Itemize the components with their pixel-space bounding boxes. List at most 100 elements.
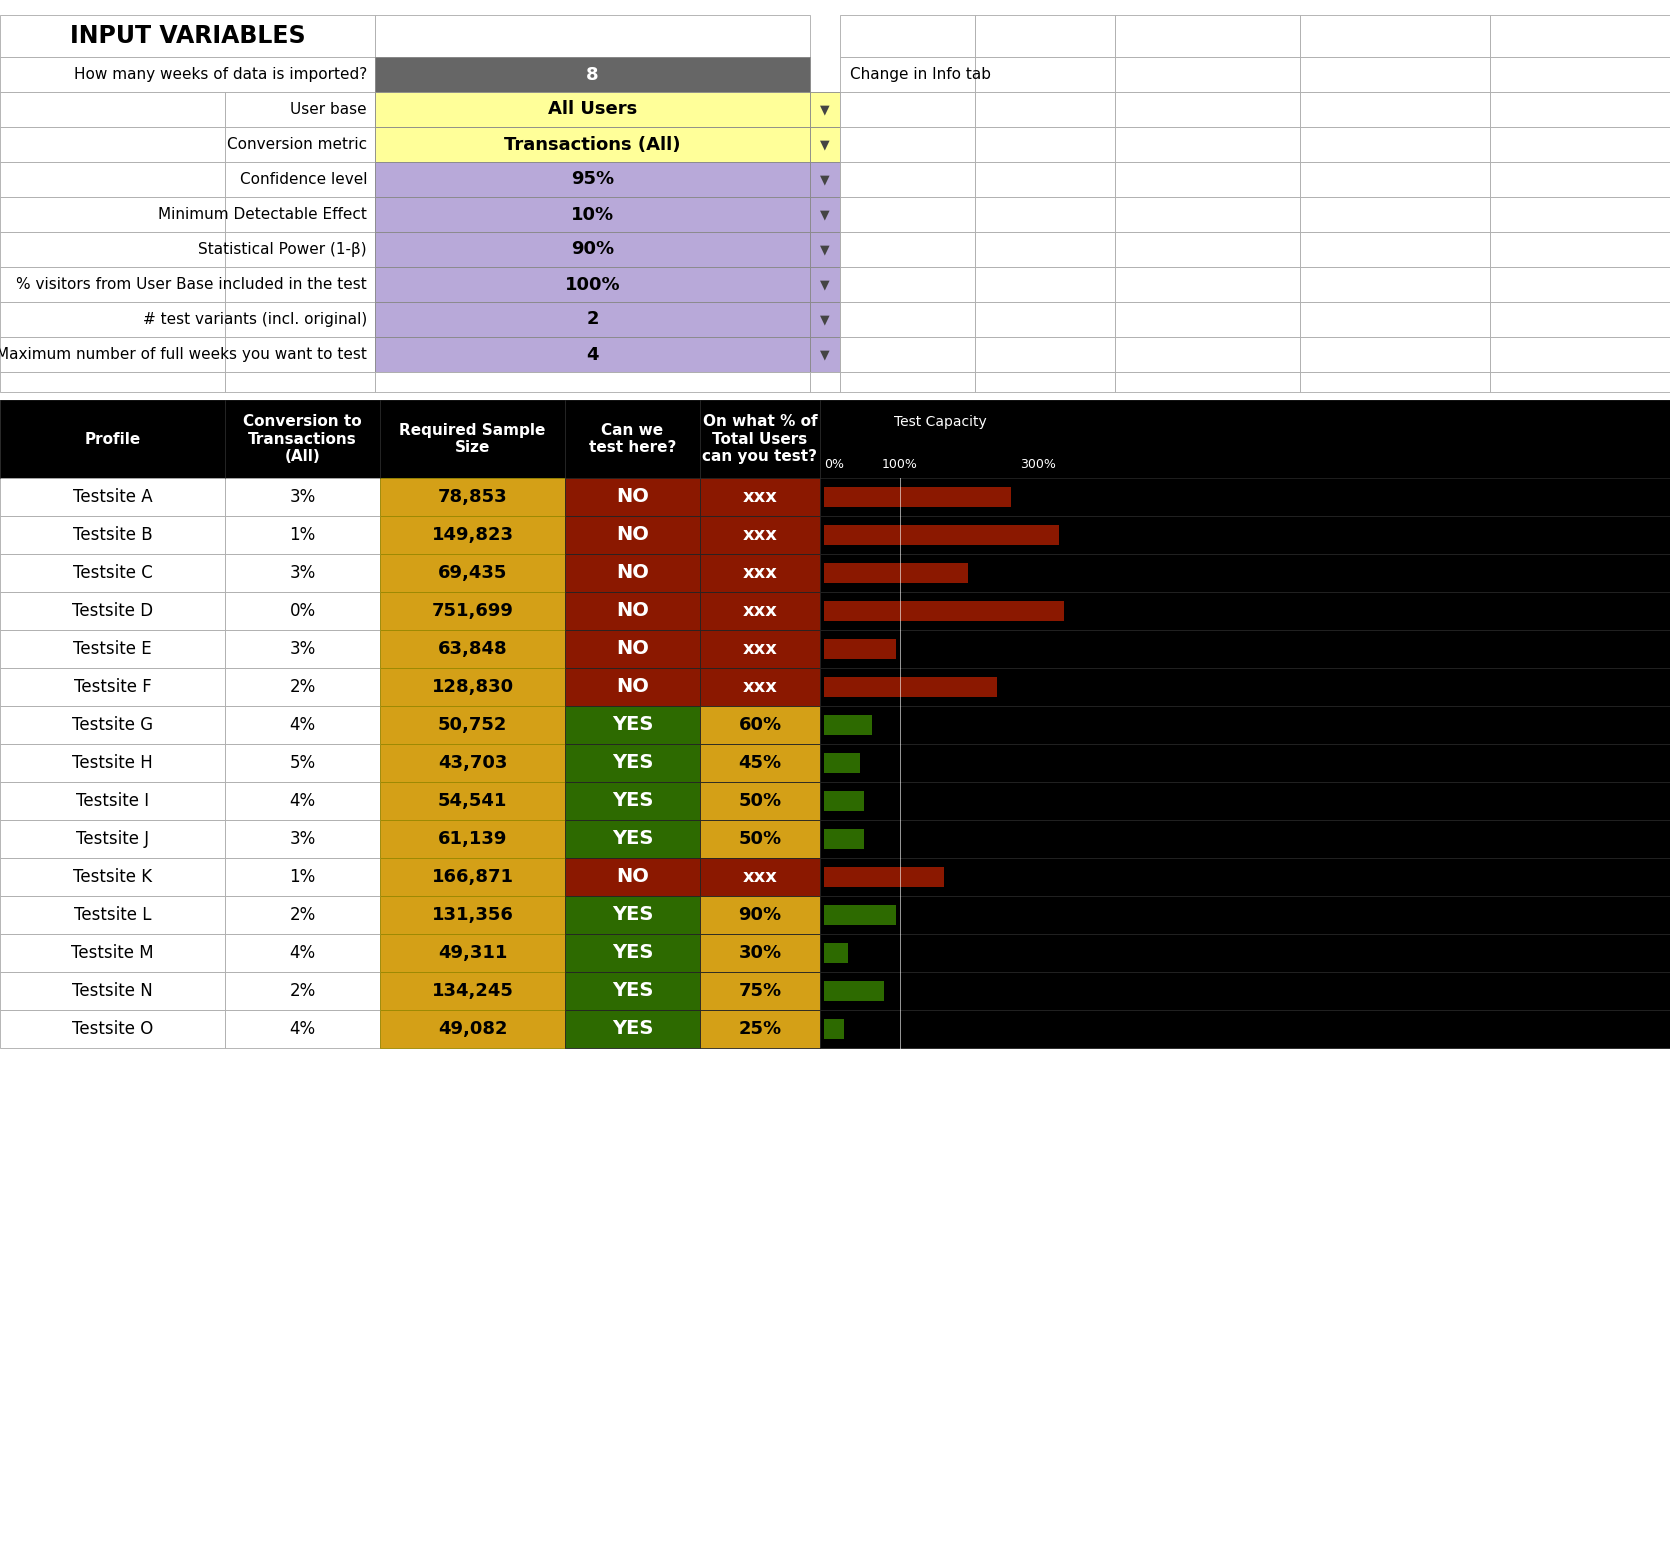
Bar (225, 743, 381, 782)
Text: ▼: ▼ (820, 138, 830, 151)
Bar (564, 819, 700, 858)
Bar (381, 630, 564, 667)
Bar (1116, 127, 1299, 161)
Bar (1116, 92, 1299, 127)
Bar (840, 197, 975, 231)
Bar (823, 942, 848, 964)
Bar (225, 972, 381, 1010)
Text: 1%: 1% (289, 526, 316, 545)
Bar (376, 127, 810, 161)
Bar (810, 231, 840, 267)
Bar (225, 554, 381, 591)
Bar (225, 896, 381, 934)
Text: 166,871: 166,871 (431, 868, 513, 886)
Bar (376, 92, 810, 127)
Text: 69,435: 69,435 (438, 563, 508, 582)
Text: User base: User base (291, 102, 367, 116)
Bar (820, 743, 1670, 782)
Bar (225, 478, 381, 515)
Bar (1116, 372, 1299, 393)
Bar (225, 819, 381, 858)
Text: Testsite G: Testsite G (72, 715, 154, 734)
Bar (564, 1010, 700, 1048)
Text: Can we
test here?: Can we test here? (590, 422, 676, 455)
Bar (376, 337, 810, 372)
Bar (1490, 92, 1670, 127)
Text: xxx: xxx (743, 487, 778, 506)
Text: 90%: 90% (571, 241, 615, 259)
Bar (381, 478, 564, 515)
Text: 50%: 50% (738, 792, 782, 810)
Bar (700, 782, 820, 819)
Bar (376, 57, 810, 92)
Bar (225, 706, 381, 743)
Bar (820, 515, 1670, 554)
Text: Testsite J: Testsite J (75, 830, 149, 847)
Bar (381, 706, 564, 743)
Text: Testsite E: Testsite E (73, 639, 152, 658)
Bar (700, 1010, 820, 1048)
Bar (1490, 337, 1670, 372)
Text: Change in Info tab: Change in Info tab (850, 67, 990, 82)
Bar (1299, 197, 1490, 231)
Text: YES: YES (611, 944, 653, 962)
Text: 0%: 0% (289, 602, 316, 619)
Text: 131,356: 131,356 (431, 906, 513, 923)
Bar (0, 197, 225, 231)
Bar (820, 819, 1670, 858)
Bar (975, 161, 1116, 197)
Bar (840, 337, 975, 372)
Bar (1490, 303, 1670, 337)
Text: NO: NO (616, 487, 650, 506)
Bar (1490, 231, 1670, 267)
Bar (0, 16, 376, 57)
Bar (564, 934, 700, 972)
Bar (0, 127, 225, 161)
Text: % visitors from User Base included in the test: % visitors from User Base included in th… (17, 276, 367, 292)
Text: YES: YES (611, 1020, 653, 1038)
Text: ▼: ▼ (820, 244, 830, 256)
Bar (225, 303, 376, 337)
Bar (0, 896, 225, 934)
Bar (820, 972, 1670, 1010)
Text: On what % of
Total Users
can you test?: On what % of Total Users can you test? (703, 414, 818, 464)
Bar (810, 161, 840, 197)
Bar (564, 782, 700, 819)
Bar (823, 981, 883, 1001)
Text: 2: 2 (586, 310, 600, 329)
Bar (564, 706, 700, 743)
Bar (376, 16, 810, 57)
Text: Testsite M: Testsite M (72, 944, 154, 962)
Bar (0, 934, 225, 972)
Bar (700, 934, 820, 972)
Bar (0, 743, 225, 782)
Bar (381, 667, 564, 706)
Bar (1116, 57, 1299, 92)
Text: 4: 4 (586, 346, 600, 363)
Text: 149,823: 149,823 (431, 526, 513, 545)
Bar (823, 562, 969, 584)
Bar (1299, 161, 1490, 197)
Bar (1299, 16, 1490, 57)
Text: YES: YES (611, 715, 653, 734)
Bar (820, 858, 1670, 896)
Text: YES: YES (611, 829, 653, 849)
Bar (0, 161, 225, 197)
Bar (564, 858, 700, 896)
Bar (840, 231, 975, 267)
Text: 90%: 90% (738, 906, 782, 923)
Text: Statistical Power (1-β): Statistical Power (1-β) (199, 242, 367, 258)
Bar (564, 896, 700, 934)
Text: xxx: xxx (743, 602, 778, 619)
Bar (225, 127, 376, 161)
Text: 751,699: 751,699 (431, 602, 513, 619)
Text: 4%: 4% (289, 944, 316, 962)
Text: INPUT VARIABLES: INPUT VARIABLES (70, 23, 306, 48)
Text: 95%: 95% (571, 171, 615, 188)
Text: 30%: 30% (738, 944, 782, 962)
Bar (820, 1010, 1670, 1048)
Bar (0, 782, 225, 819)
Bar (225, 231, 376, 267)
Text: Confidence level: Confidence level (239, 172, 367, 186)
Bar (810, 197, 840, 231)
